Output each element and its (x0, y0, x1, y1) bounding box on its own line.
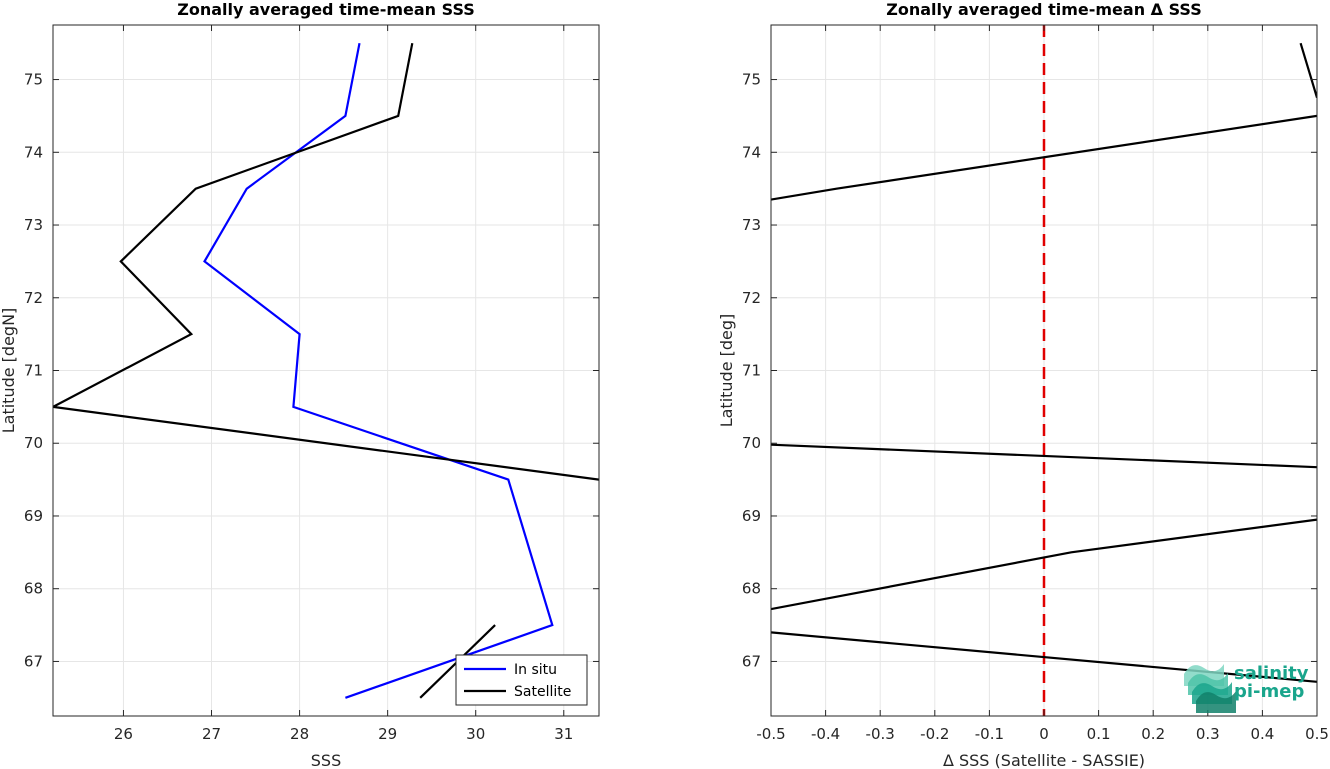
x-tick-label: 26 (114, 725, 133, 743)
y-axis-label: Latitude [deg] (717, 314, 736, 428)
legend-label: Satellite (514, 684, 571, 700)
y-tick-label: 67 (742, 652, 761, 670)
series-line-in-situ-1 (203, 42, 554, 699)
plot-area (771, 25, 1317, 716)
x-axis-label: SSS (311, 751, 341, 769)
x-tick-label: 0.1 (1087, 725, 1111, 743)
y-tick-label: 69 (24, 507, 43, 525)
wave-logo-icon (1184, 664, 1236, 713)
x-tick-label: -0.2 (920, 725, 949, 743)
y-tick-label: 73 (24, 216, 43, 234)
x-tick-label: -0.4 (811, 725, 840, 743)
x-tick-label: 0.4 (1250, 725, 1274, 743)
y-tick-label: 71 (742, 362, 761, 380)
x-axis-label: Δ SSS (Satellite - SASSIE) (943, 751, 1145, 769)
y-tick-label: 74 (742, 143, 761, 161)
x-tick-label: 30 (466, 725, 485, 743)
x-tick-label: 0 (1039, 725, 1049, 743)
chart-title: Zonally averaged time-mean SSS (177, 0, 475, 19)
y-axis-label: Latitude [degN] (0, 308, 18, 434)
chart-panel-2: -0.5 -0.4 -0.3 -0.2 -0.1 0 0.1 0.2 0.3 0.4 0.5 67 68… (717, 0, 1329, 769)
series-line-delta-1 (1299, 42, 1317, 99)
x-tick-label: 0.2 (1141, 725, 1165, 743)
series-line-delta-5 (771, 631, 1317, 683)
y-tick-label: 70 (742, 434, 761, 452)
chart-panel-1: 26 27 28 29 30 31 67 68 69 70 71 72 73 74 75 Zonally av… (0, 0, 600, 769)
y-tick-label: 68 (742, 580, 761, 598)
y-tick-label: 74 (24, 143, 43, 161)
logo-text-salinity: salinity (1234, 663, 1309, 684)
x-tick-label: 0.3 (1196, 725, 1220, 743)
legend-box (455, 654, 588, 706)
y-tick-label: 67 (24, 652, 43, 670)
y-tick-label: 75 (742, 71, 761, 89)
x-tick-label: 29 (378, 725, 397, 743)
legend: In situ Satellite (455, 654, 588, 706)
chart-title: Zonally averaged time-mean Δ SSS (886, 0, 1202, 19)
x-tick-label: 27 (202, 725, 221, 743)
x-tick-label: 31 (554, 725, 573, 743)
y-tick-label: 71 (24, 362, 43, 380)
legend-label: In situ (514, 662, 557, 678)
x-tick-label: 0.5 (1305, 725, 1329, 743)
series-line-delta-4 (771, 518, 1317, 611)
series-line-satellite-1 (53, 42, 599, 481)
x-tick-label: -0.1 (975, 725, 1004, 743)
y-tick-label: 75 (24, 71, 43, 89)
x-tick-label: -0.5 (756, 725, 785, 743)
y-tick-label: 72 (24, 289, 43, 307)
x-tick-label: -0.3 (866, 725, 895, 743)
logo-text-pimep: pi-mep (1234, 681, 1304, 702)
y-tick-label: 68 (24, 580, 43, 598)
y-tick-label: 69 (742, 507, 761, 525)
x-tick-label: 28 (290, 725, 309, 743)
series-line-delta-3 (771, 443, 1317, 469)
wave-shape (1196, 691, 1236, 713)
y-tick-label: 72 (742, 289, 761, 307)
y-tick-label: 70 (24, 434, 43, 452)
y-tick-label: 73 (742, 216, 761, 234)
series-line-delta-2 (771, 114, 1317, 201)
